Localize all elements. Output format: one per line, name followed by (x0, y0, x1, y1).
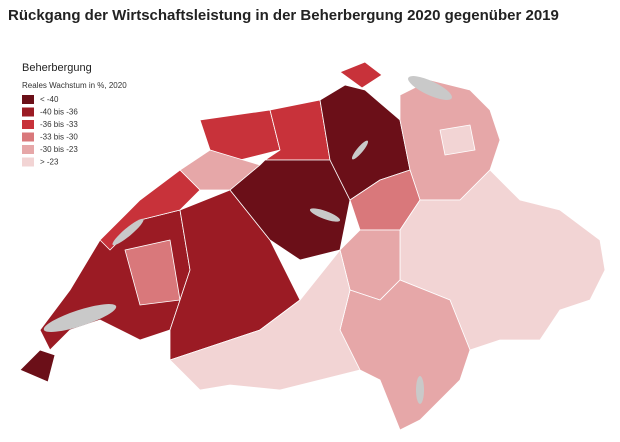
legend-swatch (22, 95, 34, 104)
region (339, 279, 471, 431)
region (19, 349, 56, 383)
lake (309, 208, 341, 222)
legend-title: Beherbergung (22, 62, 92, 74)
region (199, 109, 281, 161)
lake (351, 140, 369, 160)
lake (43, 304, 117, 332)
legend-label: < -40 (40, 95, 59, 104)
legend-swatch (22, 120, 34, 129)
lake (416, 376, 424, 404)
title: Rückgang der Wirtschaftsleistung in der … (8, 7, 559, 24)
legend-label: > -23 (40, 158, 59, 167)
lake (112, 218, 144, 246)
legend: Beherbergung Reales Wachstum in %, 2020 … (22, 62, 127, 167)
map (19, 61, 606, 431)
legend-label: -33 bis -30 (40, 133, 78, 142)
legend-swatch (22, 145, 34, 154)
region (439, 124, 476, 156)
legend-swatch (22, 107, 34, 117)
legend-swatch (22, 132, 34, 142)
legend-swatch (22, 157, 34, 167)
legend-label: -30 bis -23 (40, 145, 78, 154)
legend-label: -36 bis -33 (40, 120, 78, 129)
legend-subtitle: Reales Wachstum in %, 2020 (22, 81, 127, 90)
lake (408, 76, 452, 100)
region (169, 249, 361, 391)
legend-label: -40 bis -36 (40, 108, 78, 117)
region (339, 61, 383, 89)
